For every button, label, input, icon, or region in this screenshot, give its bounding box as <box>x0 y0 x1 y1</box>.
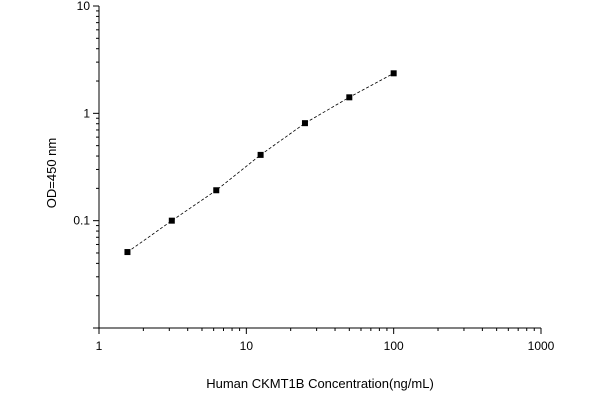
x-tick-label: 1000 <box>528 339 555 353</box>
data-point <box>257 151 264 158</box>
fit-line <box>127 72 394 253</box>
y-tick-label: 1 <box>83 106 90 120</box>
y-tick-label: 10 <box>77 0 91 13</box>
data-point <box>213 187 220 194</box>
y-axis-label: OD=450 nm <box>44 138 59 208</box>
data-point <box>301 120 308 127</box>
data-point <box>124 249 131 256</box>
x-tick-label: 1 <box>96 339 103 353</box>
x-axis-label: Human CKMT1B Concentration(ng/mL) <box>206 376 434 391</box>
ticks: 1 10 100 1000 0.1 1 10 <box>73 0 554 353</box>
data-series <box>124 70 397 256</box>
y-tick-label: 0.1 <box>73 214 90 228</box>
x-tick-label: 100 <box>384 339 404 353</box>
axes <box>98 6 541 329</box>
data-point <box>390 70 397 77</box>
data-point <box>168 217 175 224</box>
data-point <box>346 94 353 101</box>
x-tick-label: 10 <box>240 339 254 353</box>
